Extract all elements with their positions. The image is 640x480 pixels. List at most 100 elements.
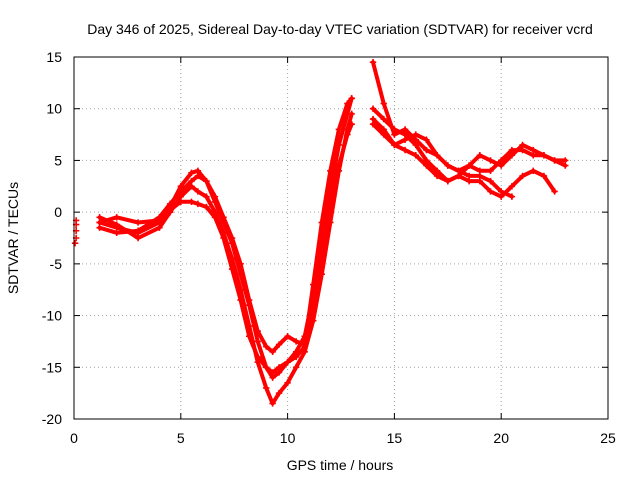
x-axis-label: GPS time / hours xyxy=(287,457,394,473)
data-points xyxy=(71,58,569,407)
data-point xyxy=(134,219,142,226)
data-point xyxy=(275,341,283,348)
data-point xyxy=(134,229,142,237)
x-tick-label: 0 xyxy=(70,430,78,446)
data-point xyxy=(194,167,202,174)
data-point xyxy=(194,200,202,208)
data-point xyxy=(487,177,494,185)
data-point xyxy=(275,389,283,397)
data-point xyxy=(562,162,569,169)
data-point xyxy=(519,172,526,180)
data-point xyxy=(188,183,195,190)
series-line xyxy=(371,117,557,199)
data-point xyxy=(487,157,494,164)
data-point xyxy=(269,348,276,355)
data-point xyxy=(344,131,351,138)
data-point xyxy=(203,177,210,185)
data-point xyxy=(344,100,351,107)
data-point xyxy=(269,400,276,407)
data-point xyxy=(292,353,300,361)
grid-lines xyxy=(74,57,608,419)
data-point xyxy=(254,338,261,345)
data-point xyxy=(369,105,377,112)
data-point xyxy=(156,219,163,226)
data-point xyxy=(380,115,387,123)
data-point xyxy=(498,188,505,195)
data-point xyxy=(444,177,451,185)
data-point xyxy=(540,172,548,180)
data-point xyxy=(284,333,291,340)
data-point xyxy=(348,95,355,102)
y-tick-label: -15 xyxy=(42,359,62,375)
data-point xyxy=(465,172,473,180)
data-point xyxy=(220,234,227,242)
series-day-4 xyxy=(96,121,355,376)
data-point xyxy=(401,136,409,143)
data-point xyxy=(194,188,202,195)
data-point xyxy=(275,364,283,371)
data-point xyxy=(423,162,430,169)
data-point xyxy=(220,214,227,221)
y-tick-label: -10 xyxy=(42,308,62,324)
data-point xyxy=(412,152,419,159)
data-point xyxy=(540,152,548,159)
x-tick-label: 25 xyxy=(600,430,616,446)
series-line xyxy=(97,111,354,406)
data-point xyxy=(292,364,300,371)
data-point xyxy=(433,152,441,159)
data-point xyxy=(228,234,236,242)
data-point xyxy=(113,214,120,221)
y-tick-label: 5 xyxy=(54,152,62,168)
data-point xyxy=(188,169,195,177)
data-point xyxy=(203,203,210,211)
data-point xyxy=(211,193,219,200)
y-tick-label: 0 xyxy=(54,204,62,220)
data-point xyxy=(113,224,120,231)
data-point xyxy=(166,206,174,214)
data-point xyxy=(519,141,526,149)
series-day-7 xyxy=(369,115,558,200)
data-point xyxy=(335,162,343,169)
data-point xyxy=(245,333,253,340)
data-point xyxy=(335,126,343,133)
data-point xyxy=(423,136,430,143)
data-point xyxy=(327,208,334,216)
data-point xyxy=(310,307,317,314)
data-point xyxy=(245,296,253,304)
series-line xyxy=(97,122,354,375)
series-line xyxy=(371,60,568,173)
data-point xyxy=(551,188,558,195)
data-point xyxy=(263,343,270,350)
data-point xyxy=(369,58,377,66)
series-line xyxy=(371,122,514,199)
series-day-5 xyxy=(369,58,569,174)
x-tick-label: 10 xyxy=(280,430,296,446)
data-point xyxy=(401,146,409,154)
data-point xyxy=(301,343,308,350)
data-point xyxy=(508,152,516,159)
data-point xyxy=(318,260,325,268)
data-point xyxy=(423,146,430,154)
series-day-8 xyxy=(369,121,516,200)
y-axis-label: SDTVAR / TECUs xyxy=(5,182,21,294)
data-point xyxy=(71,239,79,247)
data-point xyxy=(455,167,462,174)
data-point xyxy=(310,281,317,288)
data-point xyxy=(327,167,334,174)
data-point xyxy=(476,172,484,180)
y-tick-label: -5 xyxy=(50,256,63,272)
data-point xyxy=(487,167,494,174)
data-point xyxy=(237,260,244,268)
data-point xyxy=(284,358,291,366)
series-isolated xyxy=(71,217,80,247)
data-point xyxy=(254,353,261,361)
data-point xyxy=(465,162,473,169)
data-point xyxy=(487,188,494,195)
data-point xyxy=(508,183,516,190)
data-point xyxy=(177,198,184,205)
data-point xyxy=(412,141,419,149)
data-point xyxy=(380,100,387,107)
data-point xyxy=(284,379,291,386)
data-point xyxy=(263,384,270,392)
data-point xyxy=(369,121,377,128)
